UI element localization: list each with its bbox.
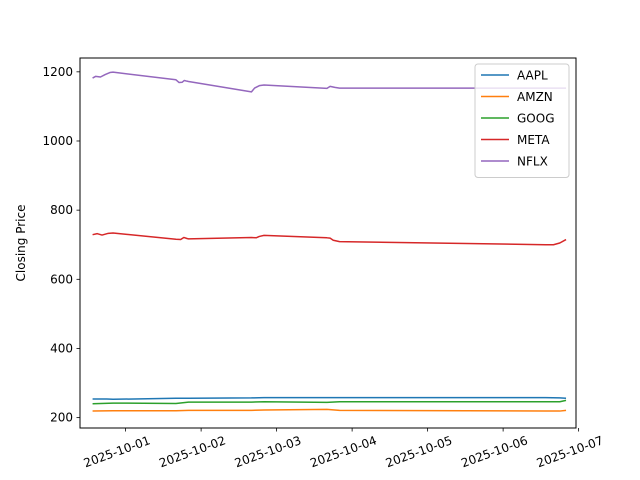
legend-box <box>474 63 570 178</box>
series-line-aapl <box>92 396 567 401</box>
y-tick-label: 1000 <box>42 134 73 148</box>
series-line-nflx <box>92 71 567 93</box>
series-layer <box>92 71 567 412</box>
series-line-amzn <box>92 408 567 412</box>
y-tick-label: 400 <box>50 341 73 355</box>
legend-label-goog: GOOG <box>517 112 555 126</box>
legend-label-nflx: NFLX <box>517 155 548 169</box>
y-axis: 200 400 600 800 1000 1200 <box>42 65 80 425</box>
legend-label-meta: META <box>517 133 550 147</box>
legend-label-aapl: AAPL <box>517 69 548 83</box>
y-axis-label: Closing Price <box>14 205 28 282</box>
y-tick-label: 600 <box>50 272 73 286</box>
legend: AAPL AMZN GOOG META NFLX <box>474 63 570 178</box>
legend-label-amzn: AMZN <box>517 90 553 104</box>
series-line-meta <box>92 232 567 246</box>
y-tick-label: 800 <box>50 203 73 217</box>
y-tick-label: 1200 <box>42 65 73 79</box>
y-tick-label: 200 <box>50 411 73 425</box>
series-line-goog <box>92 399 567 405</box>
plot-frame <box>79 57 577 429</box>
